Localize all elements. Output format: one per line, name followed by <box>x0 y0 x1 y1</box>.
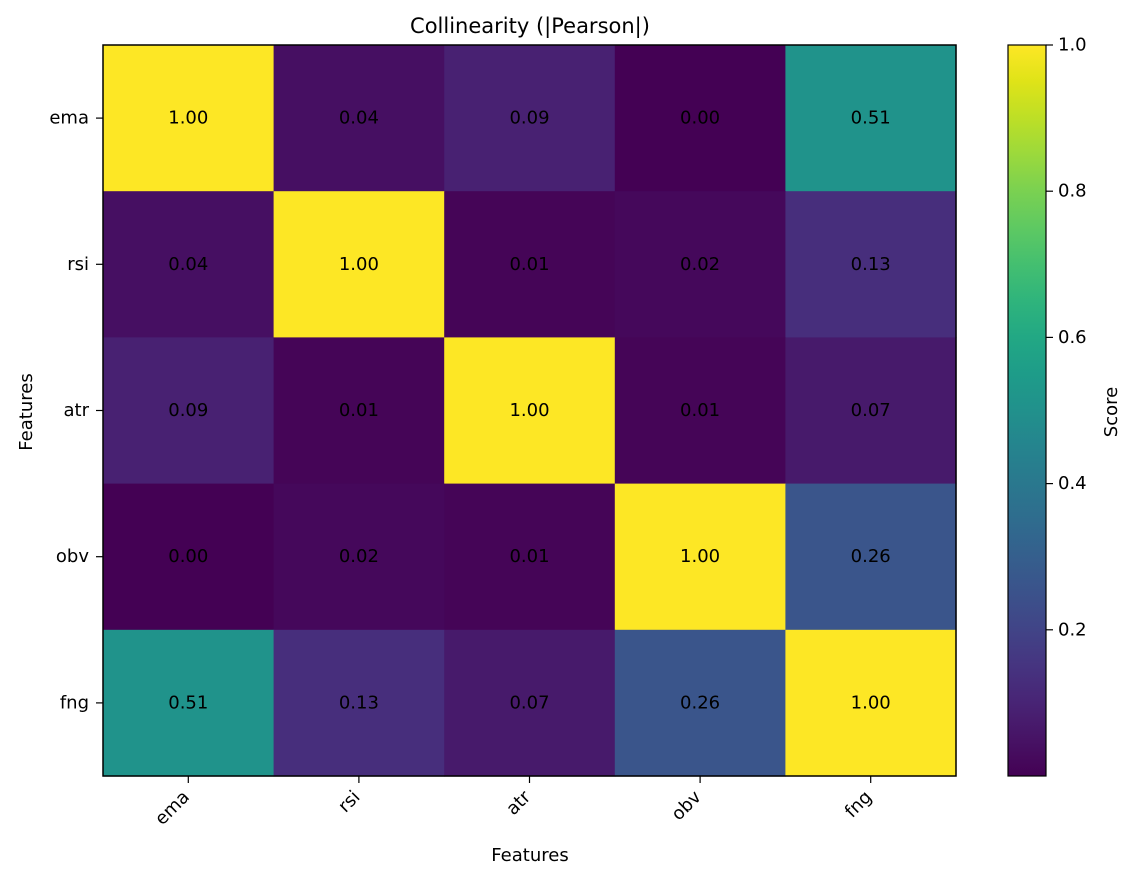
cell-value-label: 0.01 <box>680 400 720 421</box>
colorbar-tick-label: 0.2 <box>1058 619 1087 640</box>
colorbar-tick-label: 0.8 <box>1058 181 1087 202</box>
cell-value-label: 1.00 <box>851 692 891 713</box>
cell-value-label: 0.00 <box>168 546 208 567</box>
colorbar <box>1007 44 1047 777</box>
cell-value-label: 0.09 <box>509 108 549 129</box>
heatmap-cell <box>444 483 616 631</box>
cell-value-label: 1.00 <box>168 108 208 129</box>
y-tick-label: atr <box>64 400 90 421</box>
heatmap-cell <box>103 337 275 485</box>
heatmap-cell <box>103 483 275 631</box>
cell-value-label: 0.07 <box>509 692 549 713</box>
heatmap-cell <box>444 45 616 192</box>
y-axis-ticks: ema rsi atr obv fng <box>49 108 103 713</box>
cell-value-label: 1.00 <box>680 546 720 567</box>
colorbar-label: Score <box>1101 387 1122 437</box>
heatmap-cell <box>273 337 445 485</box>
x-tick-label: fng <box>841 787 876 822</box>
colorbar-tick-label: 0.4 <box>1058 473 1087 494</box>
cell-value-label: 1.00 <box>509 400 549 421</box>
x-axis-label: Features <box>491 845 568 866</box>
cell-value-label: 0.13 <box>851 254 891 275</box>
colorbar-tick-label: 0.6 <box>1058 327 1087 348</box>
cell-value-label: 0.09 <box>168 400 208 421</box>
x-tick-label: rsi <box>334 787 364 817</box>
x-axis-ticks: ema rsi atr obv fng <box>151 776 876 830</box>
y-tick-label: obv <box>56 546 89 567</box>
cell-value-label: 0.01 <box>509 254 549 275</box>
heatmap-cell <box>273 45 445 192</box>
heatmap-cell <box>444 629 616 777</box>
x-tick-label: obv <box>667 786 705 824</box>
chart-title: Collinearity (|Pearson|) <box>410 14 650 39</box>
x-tick-label: atr <box>502 786 535 819</box>
y-tick-label: rsi <box>67 254 89 275</box>
colorbar-tick-label: 1.0 <box>1058 35 1087 56</box>
cell-value-label: 0.00 <box>680 108 720 129</box>
heatmap-cell <box>444 191 616 338</box>
heatmap-cell <box>273 629 445 777</box>
y-axis-label: Features <box>16 373 37 450</box>
heatmap-cell <box>614 191 786 338</box>
heatmap-cell <box>785 191 957 338</box>
cell-value-label: 1.00 <box>339 254 379 275</box>
cell-value-label: 0.02 <box>339 546 379 567</box>
heatmap-cell-labels: 1.00 0.04 0.09 0.00 0.51 0.04 1.00 0.01 0.02 0.13… <box>168 108 890 714</box>
heatmap-cell <box>273 191 445 338</box>
colorbar-ticks: 0.2 0.4 0.6 0.8 1.0 <box>1046 35 1087 640</box>
heatmap-cell <box>785 629 957 777</box>
cell-value-label: 0.26 <box>680 692 720 713</box>
heatmap-cell <box>785 45 957 192</box>
heatmap-cell <box>103 45 275 192</box>
y-tick-label: ema <box>49 108 89 129</box>
cell-value-label: 0.13 <box>339 692 379 713</box>
cell-value-label: 0.51 <box>851 108 891 129</box>
cell-value-label: 0.26 <box>851 546 891 567</box>
heatmap-cell <box>614 483 786 631</box>
cell-value-label: 0.01 <box>339 400 379 421</box>
heatmap-cell <box>103 629 275 777</box>
cell-value-label: 0.07 <box>851 400 891 421</box>
cell-value-label: 0.02 <box>680 254 720 275</box>
cell-value-label: 0.04 <box>339 108 379 129</box>
heatmap-cell <box>785 483 957 631</box>
cell-value-label: 0.01 <box>509 546 549 567</box>
heatmap-cell <box>103 191 275 338</box>
x-tick-label: ema <box>151 787 194 830</box>
cell-value-label: 0.04 <box>168 254 208 275</box>
heatmap-cell <box>444 337 616 485</box>
heatmap-cell <box>614 45 786 192</box>
heatmap-cell <box>614 629 786 777</box>
y-tick-label: fng <box>60 692 89 713</box>
heatmap-cells <box>103 45 957 777</box>
heatmap-cell <box>614 337 786 485</box>
heatmap-cell <box>273 483 445 631</box>
heatmap-cell <box>785 337 957 485</box>
cell-value-label: 0.51 <box>168 692 208 713</box>
